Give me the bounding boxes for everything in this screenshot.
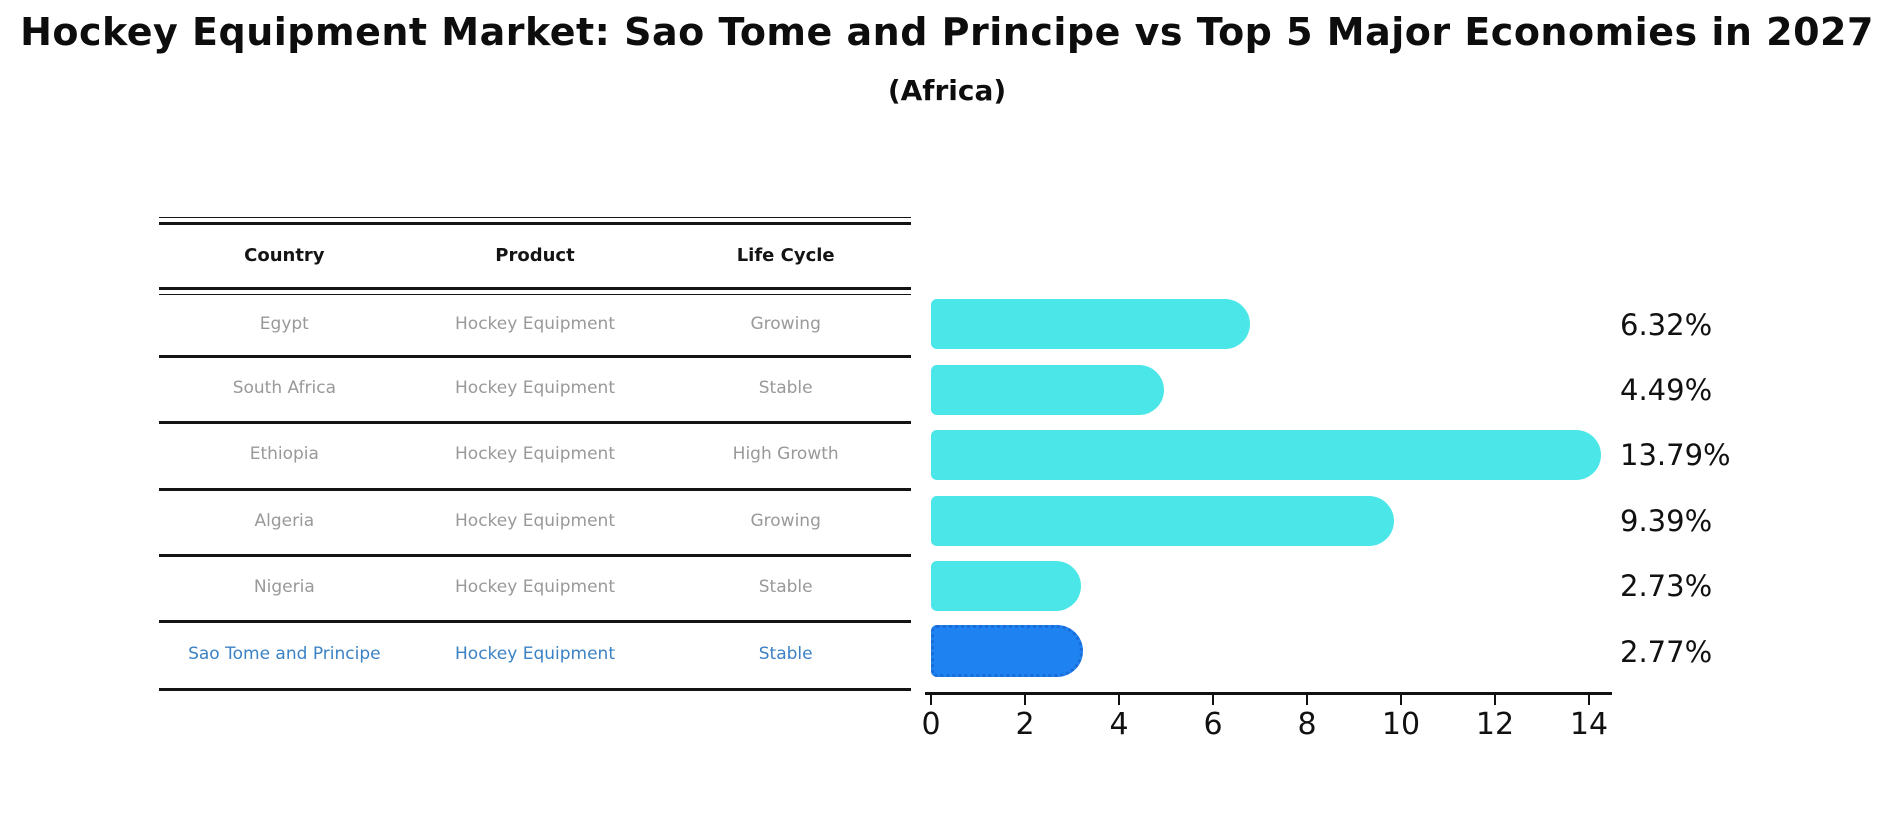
tick-label: 0 [921, 707, 941, 742]
column-header-product: Product [495, 244, 575, 266]
value-label: 13.79% [1620, 438, 1731, 472]
table-header-separator [159, 287, 911, 290]
tick-mark [1305, 694, 1309, 705]
tick-label: 8 [1297, 707, 1317, 742]
country-cell: Sao Tome and Principe [188, 644, 381, 664]
tick-label: 14 [1569, 707, 1609, 742]
tick-mark [1117, 694, 1121, 705]
country-cell: Algeria [254, 511, 315, 531]
life-cycle-cell: High Growth [732, 444, 839, 464]
country-cell: Egypt [259, 314, 309, 334]
tick-mark [1211, 694, 1215, 705]
table-row: South Africa Hockey Equipment Stable [159, 371, 911, 405]
bar-algeria [931, 496, 1395, 546]
country-cell: Nigeria [253, 577, 315, 597]
tick-mark [1493, 694, 1497, 705]
bar-south-africa [931, 365, 1165, 415]
product-cell: Hockey Equipment [455, 577, 615, 597]
life-cycle-cell: Stable [758, 378, 813, 398]
bar-ethiopia [931, 430, 1602, 480]
table-top-outer-line [159, 217, 911, 218]
value-label: 6.32% [1620, 308, 1713, 342]
bar-sao-tome-and-principe [931, 625, 1084, 677]
x-axis-tick: 14 [1549, 694, 1629, 742]
value-label: 9.39% [1620, 504, 1713, 538]
country-cell: Ethiopia [249, 444, 319, 464]
table-row-highlighted: Sao Tome and Principe Hockey Equipment S… [159, 637, 911, 671]
x-axis-tick: 2 [985, 694, 1065, 742]
x-axis-tick: 6 [1173, 694, 1253, 742]
tick-mark [1023, 694, 1027, 705]
product-cell: Hockey Equipment [455, 378, 615, 398]
table-bottom-line [159, 688, 911, 691]
table-row-separator [159, 355, 911, 358]
tick-label: 10 [1381, 707, 1421, 742]
tick-mark [1587, 694, 1591, 705]
table-row-separator [159, 421, 911, 424]
chart-subtitle: (Africa) [887, 74, 1007, 107]
product-cell: Hockey Equipment [455, 511, 615, 531]
table-row: Ethiopia Hockey Equipment High Growth [159, 437, 911, 471]
life-cycle-cell: Growing [750, 314, 821, 334]
tick-mark [1399, 694, 1403, 705]
tick-label: 6 [1203, 707, 1223, 742]
value-label: 2.77% [1620, 635, 1713, 669]
table-row: Algeria Hockey Equipment Growing [159, 504, 911, 538]
value-label: 4.49% [1620, 373, 1713, 407]
life-cycle-cell: Growing [750, 511, 821, 531]
x-axis-tick: 8 [1267, 694, 1347, 742]
table-row: Nigeria Hockey Equipment Stable [159, 570, 911, 604]
x-axis-tick: 10 [1361, 694, 1441, 742]
table-row-separator [159, 620, 911, 623]
life-cycle-cell: Stable [758, 644, 813, 664]
tick-label: 4 [1109, 707, 1129, 742]
table-header-row: Country Product Life Cycle [159, 238, 911, 272]
table-row-separator [159, 488, 911, 491]
chart-title: Hockey Equipment Market: Sao Tome and Pr… [20, 10, 1874, 54]
life-cycle-cell: Stable [758, 577, 813, 597]
tick-label: 2 [1015, 707, 1035, 742]
product-cell: Hockey Equipment [455, 644, 615, 664]
x-axis-tick: 4 [1079, 694, 1159, 742]
product-cell: Hockey Equipment [455, 314, 615, 334]
table-row-separator [159, 554, 911, 557]
tick-mark [929, 694, 933, 705]
bar-egypt [931, 299, 1251, 349]
table-top-line [159, 222, 911, 225]
column-header-life-cycle: Life Cycle [736, 244, 835, 266]
table-row: Egypt Hockey Equipment Growing [159, 307, 911, 341]
tick-label: 12 [1475, 707, 1515, 742]
product-cell: Hockey Equipment [455, 444, 615, 464]
table-header-separator-outer [159, 294, 911, 295]
bar-nigeria [931, 561, 1082, 611]
value-label: 2.73% [1620, 569, 1713, 603]
column-header-country: Country [244, 244, 325, 266]
x-axis-tick: 12 [1455, 694, 1535, 742]
country-cell: South Africa [232, 378, 336, 398]
x-axis-line [925, 692, 1612, 695]
x-axis-tick: 0 [891, 694, 971, 742]
